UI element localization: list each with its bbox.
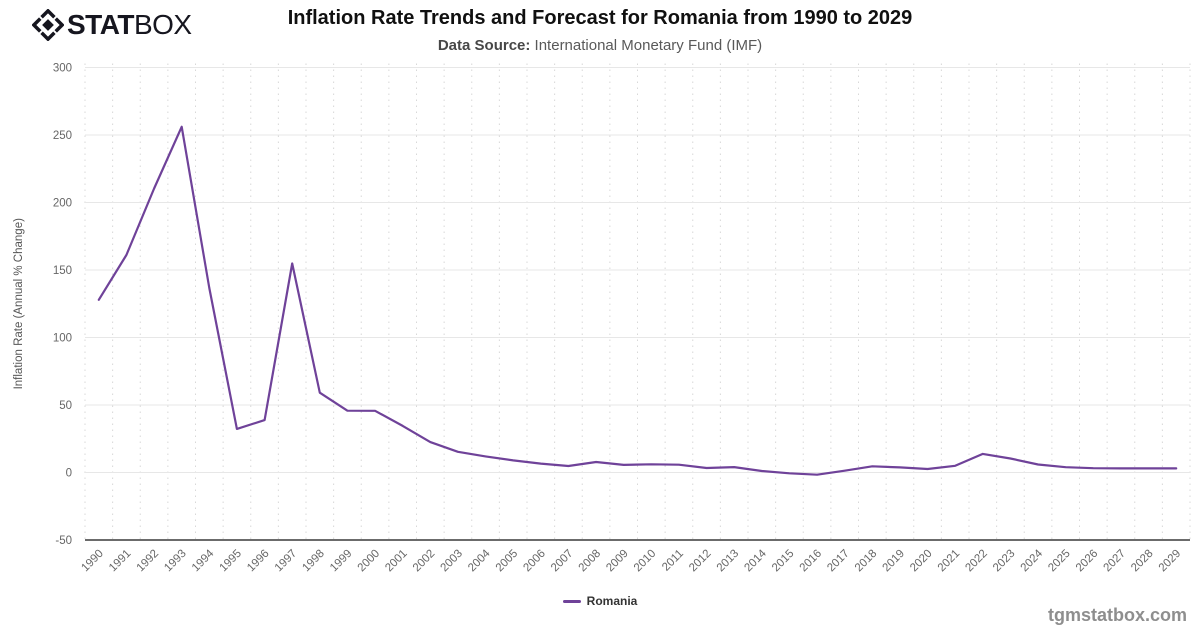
x-tick-label: 2018	[853, 548, 880, 575]
x-tick-label: 2020	[908, 548, 935, 575]
x-tick-label: 1990	[79, 548, 106, 575]
series-line-romania	[97, 125, 1178, 476]
legend-item-romania[interactable]: Romania	[562, 594, 638, 608]
chart-legend: Romania	[0, 594, 1200, 608]
x-tick-label: 2011	[660, 548, 686, 574]
x-tick-label: 1991	[107, 548, 134, 575]
x-tick-label: 2004	[466, 547, 493, 574]
x-tick-label: 2019	[880, 548, 907, 575]
x-tick-label: 2010	[632, 548, 659, 575]
x-tick-label: 2009	[604, 548, 631, 575]
chart-subtitle: Data Source: International Monetary Fund…	[0, 37, 1200, 54]
watermark-text: tgmstatbox.com	[1047, 605, 1187, 625]
x-tick-label: 2026	[1074, 548, 1101, 575]
y-tick-label: 250	[53, 130, 72, 142]
y-tick-label: 150	[53, 265, 72, 277]
x-tick-label: 2014	[742, 547, 769, 574]
x-tick-label: 2016	[798, 548, 825, 575]
x-tick-label: 2000	[356, 548, 383, 575]
logo-text-box: BOX	[133, 9, 192, 40]
x-tick-label: 2027	[1101, 548, 1128, 575]
x-tick-label: 2013	[715, 548, 742, 575]
data-source-value: International Monetary Fund (IMF)	[534, 37, 763, 54]
x-axis-labels: 1990 1991 1992 1993 1994 1995 1996 1997 1998 1999…	[79, 547, 1183, 574]
logo-text-stat: STAT	[67, 9, 134, 40]
x-tick-label: 2024	[1019, 547, 1046, 574]
legend-line-marker	[562, 599, 581, 603]
x-tick-label: 1994	[190, 547, 217, 574]
x-tick-label: 2025	[1046, 548, 1073, 575]
y-tick-label: 200	[53, 198, 72, 210]
page-title: Inflation Rate Trends and Forecast for R…	[287, 7, 913, 29]
x-tick-label: 2006	[521, 548, 548, 575]
x-tick-label: 2022	[963, 548, 990, 575]
y-tick-label: 300	[53, 63, 72, 75]
x-tick-label: 2002	[411, 548, 438, 575]
x-tick-label: 2003	[438, 548, 465, 575]
x-tick-label: 2028	[1129, 548, 1156, 575]
x-tick-label: 2007	[549, 548, 576, 575]
y-tick-label: 100	[53, 333, 72, 345]
logo-wordmark: STATBOX	[67, 9, 192, 41]
legend-label: Romania	[586, 594, 638, 608]
x-tick-label: 1996	[245, 548, 272, 575]
x-tick-label: 1999	[328, 548, 355, 575]
x-tick-label: 2001	[383, 548, 410, 575]
x-tick-label: 2008	[577, 548, 604, 575]
x-tick-label: 2029	[1157, 548, 1184, 575]
x-tick-label: 1995	[217, 548, 244, 575]
x-tick-label: 2005	[494, 548, 521, 575]
x-tick-label: 1993	[162, 548, 189, 575]
x-tick-label: 2021	[936, 548, 963, 575]
x-tick-label: 1992	[135, 548, 162, 575]
x-tick-label: 2017	[825, 548, 852, 575]
data-source-label: Data Source:	[437, 37, 531, 54]
x-tick-label: 2015	[770, 548, 797, 575]
statbox-logo: STATBOX	[32, 9, 192, 41]
y-tick-label: -50	[55, 535, 72, 547]
y-axis-title: Inflation Rate (Annual % Change)	[13, 218, 25, 389]
y-tick-label: 0	[66, 468, 72, 480]
x-gridlines	[84, 63, 1191, 540]
x-tick-label: 2023	[991, 548, 1018, 575]
statbox-diamond-icon	[32, 9, 64, 41]
x-tick-label: 1998	[300, 548, 327, 575]
y-tick-label: 50	[59, 400, 72, 412]
x-tick-label: 1997	[273, 548, 300, 575]
y-axis-labels: -50 0 50 100 150 200 250 300	[53, 63, 72, 548]
x-tick-label: 2012	[687, 548, 714, 575]
y-gridlines	[85, 67, 1190, 473]
